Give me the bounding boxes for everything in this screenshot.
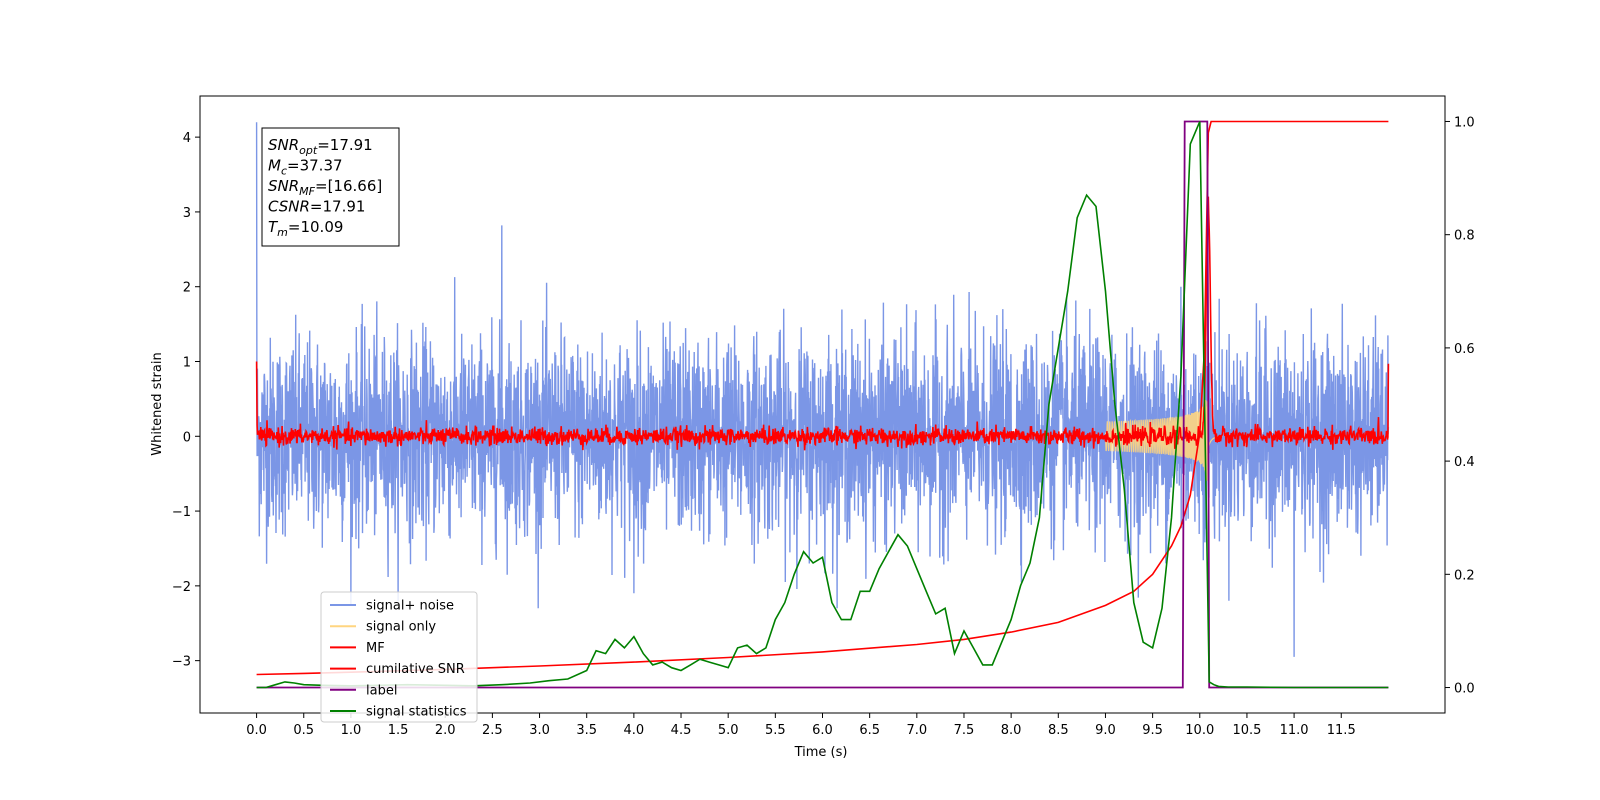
y-tick-label: 3 — [183, 206, 191, 221]
y2-tick-label: 1.0 — [1454, 115, 1475, 130]
x-tick-label: 1.0 — [341, 723, 362, 738]
x-tick-label: 3.5 — [576, 723, 597, 738]
y-tick-label: −1 — [172, 505, 191, 520]
y-axis-label: Whitened strain — [150, 352, 165, 455]
series-signal-noise — [255, 122, 1390, 657]
legend-label: signal only — [366, 620, 436, 635]
x-axis: 0.0 0.5 1.0 1.5 2.0 2.5 3.0 3.5 4.0 4.5 5.0 5.5 6.0 6… — [246, 713, 1356, 738]
y-axis-left: −3 −2 −1 0 1 2 3 4 — [172, 131, 200, 670]
legend-label: cumilative SNR — [366, 662, 465, 677]
series-signal-statistics — [256, 121, 1389, 689]
y-tick-label: −3 — [172, 655, 191, 670]
stats-line: Tm=10.09 — [268, 218, 343, 239]
legend-frame — [320, 591, 478, 723]
legend-label: MF — [366, 641, 385, 656]
x-tick-label: 1.5 — [388, 723, 409, 738]
x-tick-label: 9.5 — [1142, 723, 1163, 738]
y2-tick-label: 0.8 — [1454, 229, 1475, 244]
series-cumulative-snr — [256, 120, 1389, 676]
stats-line: CSNR=17.91 — [268, 198, 365, 216]
y-tick-label: 0 — [183, 430, 191, 445]
x-tick-label: 8.5 — [1048, 723, 1069, 738]
x-tick-label: 5.0 — [718, 723, 739, 738]
x-tick-label: 0.0 — [246, 723, 267, 738]
x-tick-label: 2.5 — [482, 723, 503, 738]
y-tick-label: 4 — [183, 131, 191, 146]
y2-tick-label: 0.0 — [1454, 682, 1475, 697]
x-tick-label: 0.5 — [293, 723, 314, 738]
stats-line: SNRopt=17.91 — [268, 136, 373, 157]
y-axis-right: 0.0 0.2 0.4 0.6 0.8 1.0 — [1445, 115, 1475, 697]
legend-label: signal statistics — [366, 705, 467, 720]
x-tick-label: 6.5 — [859, 723, 880, 738]
stats-box: SNRopt=17.91Mc=37.37SNRMF=[16.66]CSNR=17… — [261, 127, 400, 247]
x-tick-label: 2.0 — [435, 723, 456, 738]
y-tick-label: 2 — [183, 281, 191, 296]
x-tick-label: 9.0 — [1095, 723, 1116, 738]
legend-label: label — [366, 683, 397, 698]
x-tick-label: 10.0 — [1185, 723, 1214, 738]
x-tick-label: 4.5 — [671, 723, 692, 738]
legend: signal+ noise signal only MF cumilative SNR… — [320, 591, 478, 723]
x-tick-label: 7.0 — [906, 723, 927, 738]
y2-tick-label: 0.4 — [1454, 455, 1475, 470]
x-tick-label: 8.0 — [1001, 723, 1022, 738]
y-tick-label: 1 — [183, 355, 191, 370]
x-tick-label: 4.0 — [624, 723, 645, 738]
legend-label: signal+ noise — [366, 599, 454, 614]
y-tick-label: −2 — [172, 580, 191, 595]
stats-line: Mc=37.37 — [268, 157, 343, 178]
x-tick-label: 11.0 — [1280, 723, 1309, 738]
x-tick-label: 10.5 — [1232, 723, 1261, 738]
x-tick-label: 5.5 — [765, 723, 786, 738]
y2-tick-label: 0.2 — [1454, 568, 1475, 583]
x-tick-label: 3.0 — [529, 723, 550, 738]
x-axis-label: Time (s) — [794, 745, 848, 760]
x-tick-label: 6.0 — [812, 723, 833, 738]
y2-tick-label: 0.6 — [1454, 342, 1475, 357]
x-tick-label: 7.5 — [954, 723, 975, 738]
series-layer — [255, 120, 1390, 689]
stats-line: SNRMF=[16.66] — [268, 177, 382, 198]
x-tick-label: 11.5 — [1327, 723, 1356, 738]
